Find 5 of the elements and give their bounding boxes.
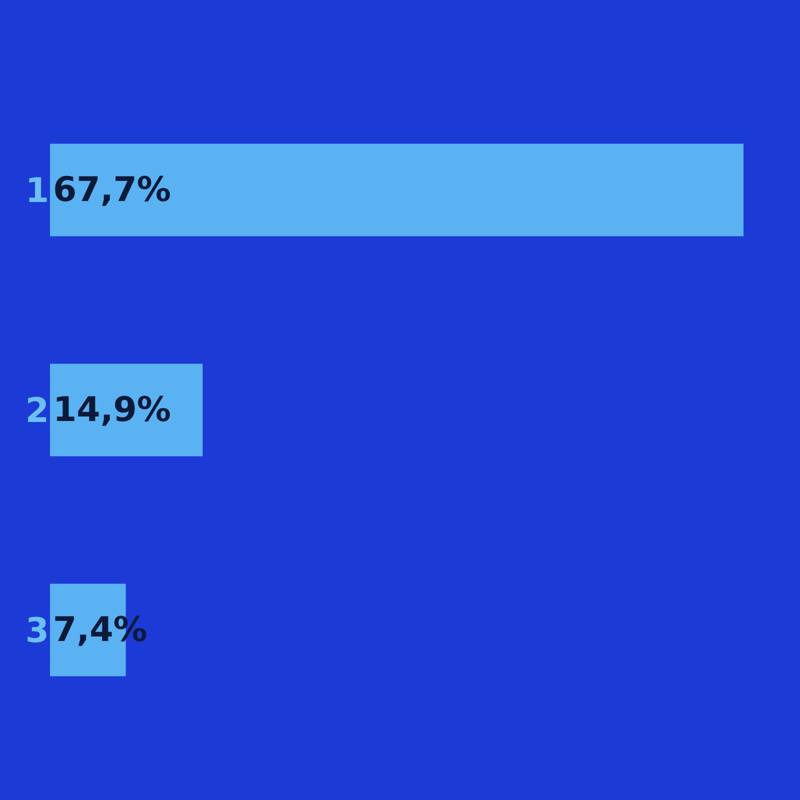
y-tick-label: 2	[25, 390, 49, 431]
y-tick-label: 1	[25, 170, 49, 211]
data-label: 14,9%	[53, 390, 171, 430]
y-tick-label: 3	[25, 610, 49, 651]
data-label: 67,7%	[53, 170, 171, 210]
